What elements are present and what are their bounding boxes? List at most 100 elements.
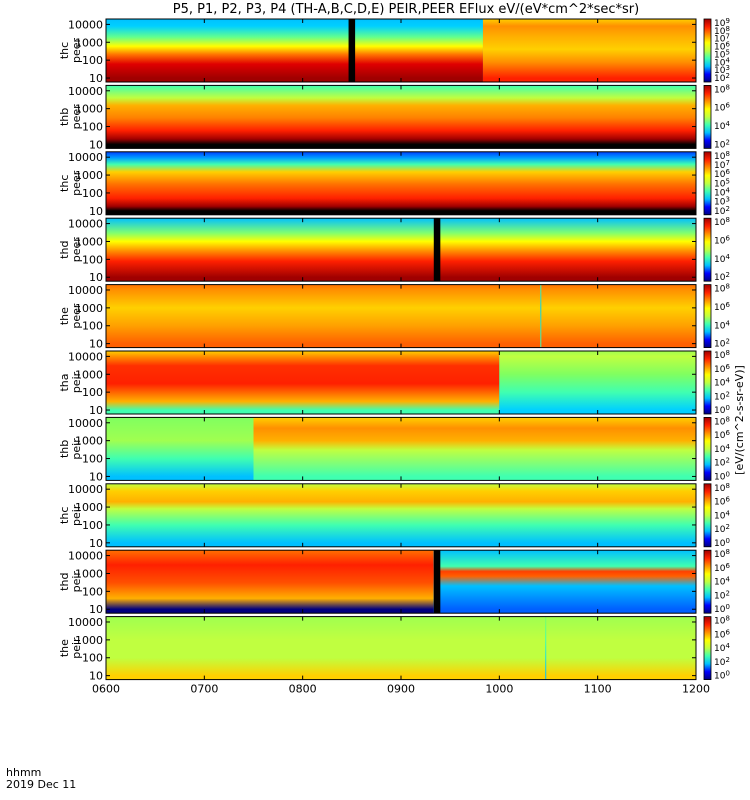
y-tick-label: 10000 xyxy=(68,151,103,164)
colorbar-tick-label: 108 xyxy=(714,548,730,560)
y-tick-label: 10000 xyxy=(68,218,103,231)
panel-ylabel: thcpeer xyxy=(58,38,83,64)
panel-ylabel: thcpeer xyxy=(58,170,83,196)
spectrogram-panel: 10 100 1000 10000 thbpeer 102 104 106 108 xyxy=(58,83,730,151)
y-tick-label: 10000 xyxy=(68,85,103,98)
spectrum-band xyxy=(106,19,483,82)
colorbar-tick-label: 102 xyxy=(714,138,730,150)
colorbar-tick-label: 106 xyxy=(714,429,730,441)
spectrum-band xyxy=(540,284,542,348)
y-tick-label: 10000 xyxy=(68,616,103,629)
colorbar-tick-label: 108 xyxy=(714,150,730,162)
colorbar-tick-label: 102 xyxy=(714,390,730,402)
y-tick-label: 100 xyxy=(82,386,103,399)
y-tick-label: 100 xyxy=(82,121,103,134)
colorbar-tick-label: 108 xyxy=(714,216,730,228)
colorbar-tick-label: 104 xyxy=(714,186,730,198)
colorbar-tick-label: 105 xyxy=(714,48,730,60)
y-tick-label: 100 xyxy=(82,54,103,67)
colorbar-tick-label: 102 xyxy=(714,271,730,283)
spectrogram-panel: 10100100010000thcpeer1021031041051061071… xyxy=(58,17,730,85)
colorbar-tick-label: 100 xyxy=(714,670,730,682)
y-tick-label: 10000 xyxy=(68,417,103,430)
colorbar-tick-label: 106 xyxy=(714,301,730,313)
colorbar-tick-label: 100 xyxy=(714,404,730,416)
spectrum-band xyxy=(433,550,696,614)
spectrum-band xyxy=(106,417,254,481)
x-tick-label: 1000 xyxy=(485,683,513,696)
colorbar-tick-label: 106 xyxy=(714,168,730,180)
y-tick-label: 10 xyxy=(89,338,103,351)
colorbar-tick-label: 104 xyxy=(714,576,730,588)
colorbar xyxy=(703,350,712,415)
colorbar-tick-label: 104 xyxy=(714,443,730,455)
colorbar xyxy=(703,18,712,83)
y-tick-label: 1000 xyxy=(75,235,103,248)
colorbar-tick-label: 106 xyxy=(714,562,730,574)
colorbar-tick-label: 104 xyxy=(714,253,730,265)
colorbar-tick-label: 108 xyxy=(714,482,730,494)
colorbar-tick-label: 104 xyxy=(714,56,730,68)
y-tick-label: 1000 xyxy=(75,36,103,49)
colorbar-tick-label: 103 xyxy=(714,196,730,208)
colorbar-tick-label: 107 xyxy=(714,159,730,171)
colorbar-tick-label: 109 xyxy=(714,17,730,29)
spectrum-band xyxy=(545,616,547,680)
colorbar xyxy=(703,616,712,680)
x-footer-date: 2019 Dec 11 xyxy=(6,778,76,791)
x-tick-label: 1200 xyxy=(682,683,710,696)
panel-stack: 10100100010000thcpeer1021031041051061071… xyxy=(58,17,730,683)
y-tick-label: 10000 xyxy=(68,483,103,496)
colorbar-tick-label: 108 xyxy=(714,415,730,427)
spectrogram-panel: 10 100 1000 10000 thdpeer 102 104 106 108 xyxy=(58,216,730,284)
colorbar-tick-label: 106 xyxy=(714,363,730,375)
y-tick-label: 10000 xyxy=(68,550,103,563)
x-tick-label: 0900 xyxy=(387,683,415,696)
spectrum-band xyxy=(482,19,696,82)
colorbar-tick-label: 100 xyxy=(714,537,730,549)
y-tick-label: 100 xyxy=(82,585,103,598)
y-tick-label: 10 xyxy=(89,404,103,417)
y-tick-label: 1000 xyxy=(75,302,103,315)
data-gap xyxy=(348,19,356,82)
panel-ylabel: thdpeir xyxy=(58,571,83,593)
panel-ylabel: thepeir xyxy=(58,637,83,659)
y-tick-label: 10 xyxy=(89,670,103,683)
colorbar xyxy=(703,151,712,216)
colorbar-tick-label: 103 xyxy=(714,64,730,76)
y-tick-label: 10 xyxy=(89,138,103,151)
spectrum-band xyxy=(499,351,696,414)
colorbar xyxy=(703,284,712,349)
colorbar xyxy=(703,217,712,282)
spectrum-band xyxy=(106,218,696,282)
colorbar-tick-label: 106 xyxy=(714,496,730,508)
spectrogram-panel: 10 100 1000 10000 thepeer 102 104 106 108 xyxy=(58,283,730,351)
colorbar xyxy=(703,549,712,614)
colorbar-tick-label: 108 xyxy=(714,283,730,295)
colorbar-tick-label: 102 xyxy=(714,457,730,469)
colorbar-tick-label: 104 xyxy=(714,120,730,132)
y-tick-label: 100 xyxy=(82,519,103,532)
y-tick-label: 10 xyxy=(89,271,103,284)
spectrum-band xyxy=(106,151,696,215)
colorbar-tick-label: 108 xyxy=(714,83,730,95)
spectrum-band xyxy=(106,483,696,547)
panel-ylabel: thbpeer xyxy=(58,104,83,130)
y-tick-label: 10 xyxy=(89,205,103,218)
colorbar xyxy=(703,483,712,548)
spectrum-band xyxy=(106,351,500,414)
y-tick-label: 1000 xyxy=(75,169,103,182)
y-tick-label: 10000 xyxy=(68,18,103,31)
data-gap xyxy=(433,550,441,614)
colorbar-tick-label: 102 xyxy=(714,205,730,217)
chart-title: P5, P1, P2, P3, P4 (TH-A,B,C,D,E) PEIR,P… xyxy=(173,2,639,17)
spectrum-band xyxy=(106,85,696,149)
colorbar-tick-label: 105 xyxy=(714,177,730,189)
y-tick-label: 10000 xyxy=(68,350,103,363)
colorbar-tick-label: 108 xyxy=(714,615,730,627)
colorbar-tick-label: 102 xyxy=(714,338,730,350)
y-tick-label: 10 xyxy=(89,537,103,550)
y-tick-label: 100 xyxy=(82,652,103,665)
